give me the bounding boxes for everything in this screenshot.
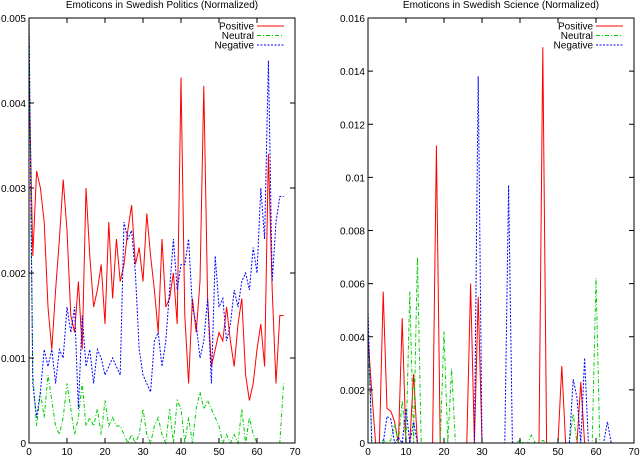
chart-title: Emoticons in Swedish Politics (Normalize…: [66, 0, 258, 11]
y-tick-label: 0.005: [1, 14, 26, 25]
x-tick-label: 60: [590, 447, 602, 457]
y-tick-label: 0.01: [346, 173, 366, 184]
y-tick-label: 0.014: [340, 67, 365, 78]
y-tick-label: 0.006: [340, 280, 365, 291]
legend-label-neutral: Neutral: [561, 31, 593, 42]
x-tick-label: 20: [438, 447, 450, 457]
x-tick-label: 50: [213, 447, 225, 457]
politics-chart: Emoticons in Swedish Politics (Normalize…: [1, 0, 301, 457]
series-positive-line: [28, 68, 284, 401]
x-tick-label: 60: [251, 447, 263, 457]
legend-label-negative: Negative: [215, 41, 255, 52]
y-tick-label: 0.004: [340, 333, 365, 344]
x-tick-label: 10: [400, 447, 412, 457]
x-tick-label: 0: [26, 447, 32, 457]
legend-label-positive: Positive: [219, 22, 254, 33]
science-chart: Emoticons in Swedish Science (Normalized…: [340, 0, 640, 457]
x-tick-label: 20: [99, 447, 111, 457]
y-tick-label: 0: [359, 439, 365, 450]
x-tick-label: 70: [289, 447, 301, 457]
x-tick-label: 40: [514, 447, 526, 457]
x-tick-label: 50: [552, 447, 564, 457]
chart-title: Emoticons in Swedish Science (Normalized…: [403, 0, 599, 11]
y-tick-label: 0: [20, 439, 26, 450]
legend-label-neutral: Neutral: [222, 31, 254, 42]
series-negative-line: [28, 17, 284, 418]
y-tick-label: 0.002: [1, 269, 26, 280]
y-tick-label: 0.003: [1, 184, 26, 195]
x-tick-label: 10: [61, 447, 73, 457]
y-tick-label: 0.012: [340, 120, 365, 131]
series-positive-line: [367, 47, 623, 444]
x-tick-label: 30: [137, 447, 149, 457]
x-tick-label: 0: [365, 447, 371, 457]
x-tick-label: 40: [175, 447, 187, 457]
y-tick-label: 0.001: [1, 354, 26, 365]
legend-label-positive: Positive: [558, 22, 593, 33]
x-tick-label: 70: [628, 447, 640, 457]
series-negative-line: [367, 76, 623, 445]
y-tick-label: 0.004: [1, 99, 26, 110]
y-tick-label: 0.002: [340, 386, 365, 397]
legend-label-negative: Negative: [554, 41, 594, 52]
series-neutral-line: [28, 17, 285, 445]
series-neutral-line: [367, 257, 623, 444]
x-tick-label: 30: [476, 447, 488, 457]
y-tick-label: 0.016: [340, 14, 365, 25]
plot-frame: [28, 17, 296, 444]
y-tick-label: 0.008: [340, 227, 365, 238]
